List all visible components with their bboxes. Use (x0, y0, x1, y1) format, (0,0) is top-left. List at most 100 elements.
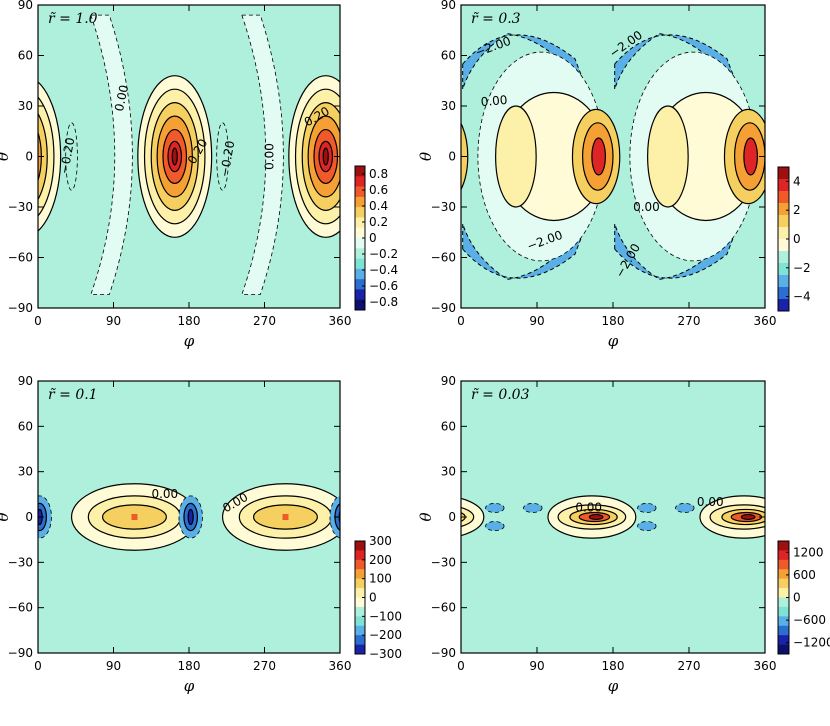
x-tick-label: 180 (602, 659, 625, 673)
colorbar-band (355, 588, 365, 598)
colorbar-band (778, 299, 789, 312)
colorbar: 0.8 0.6 0.4 0.2 0 −0.2 −0.4 −0.6 −0.8 (354, 165, 398, 311)
colorbar-band (355, 616, 365, 627)
lobe-peak-1 (282, 514, 289, 520)
left-core-1 (647, 105, 689, 208)
colorbar-band (355, 238, 365, 249)
colorbar-band (355, 248, 365, 259)
x-tick-label: 0 (457, 314, 465, 328)
colorbar-band (355, 217, 365, 229)
y-tick-label: 60 (441, 49, 456, 63)
colorbar-band (778, 625, 789, 636)
colorbar: 300 200 100 0 −100 −200 −300 (354, 534, 402, 661)
x-tick-label: 360 (329, 659, 352, 673)
colorbar-band (778, 569, 789, 579)
y-tick-label: 0 (25, 150, 33, 164)
colorbar-band (778, 644, 789, 655)
x-tick-label: 270 (253, 659, 276, 673)
x-axis-label: φ (608, 677, 619, 695)
colorbar-tick-label: −0.2 (369, 247, 398, 261)
colorbar-band (778, 251, 789, 264)
neg-blob-2 (637, 502, 657, 513)
colorbar-tick-label: 300 (369, 534, 392, 548)
x-tick-label: 180 (178, 659, 201, 673)
colorbar-tick-label: −4 (793, 290, 811, 304)
colorbar-tick-label: −2 (793, 261, 811, 275)
panel-title: r̃ = 0.03 (471, 387, 530, 403)
panel-title: r̃ = 0.1 (48, 387, 98, 403)
colorbar-band (778, 287, 789, 300)
colorbar-band (778, 588, 789, 598)
red-core-0 (591, 137, 607, 176)
neg-contour-0 (65, 122, 78, 191)
x-tick-label: 360 (754, 314, 777, 328)
pale-band-0 (90, 14, 133, 295)
panel-r003: 0.00 0.00 0 90 180 270 360 90 60 30 0 −30 −60 −90 φ θ r̃… (417, 374, 830, 695)
colorbar-band (355, 268, 365, 280)
contour-label: −0.20 (217, 140, 237, 179)
colorbar-band (778, 239, 789, 252)
neg-blob-1 (485, 521, 505, 531)
y-tick-label: 30 (441, 99, 456, 113)
lobe-peak-1 (740, 513, 756, 521)
colorbar-tick-label: 0.6 (369, 183, 388, 197)
contour-label: 0.00 (263, 143, 277, 170)
y-tick-label: −30 (8, 200, 33, 214)
colorbar-tick-label: 0 (793, 232, 801, 246)
colorbar-tick-label: 2 (793, 203, 801, 217)
colorbar-band (778, 215, 789, 228)
y-tick-label: 90 (441, 0, 456, 12)
neg-blob-4 (523, 502, 543, 513)
x-axis-label: φ (184, 332, 195, 350)
colorbar-tick-label: 0.2 (369, 215, 388, 229)
lobe-peak-0 (131, 514, 138, 520)
y-axis-label: θ (417, 512, 435, 521)
colorbar-tick-label: −0.6 (369, 279, 398, 293)
colorbar-band (355, 166, 365, 177)
y-axis-label: θ (0, 512, 12, 521)
colorbar-band (355, 258, 365, 270)
x-tick-label: 180 (602, 314, 625, 328)
colorbar-band (778, 606, 789, 617)
y-tick-label: 0 (25, 510, 33, 524)
panel-r1: 0.00−0.20 0.20 −0.20 0.000.200 90 180 270 36090… (0, 0, 398, 350)
colorbar-tick-label: 0 (369, 231, 377, 245)
colorbar-band (355, 289, 365, 301)
y-tick-label: −30 (8, 555, 33, 569)
y-tick-label: −60 (431, 601, 456, 615)
red-core-1 (743, 137, 759, 176)
y-tick-label: 90 (18, 0, 33, 12)
colorbar: 1200 600 0 −600 −1200 (777, 540, 830, 655)
colorbar-band (355, 644, 365, 655)
plot-area (461, 5, 765, 308)
y-tick-label: 30 (18, 465, 33, 479)
x-tick-label: 360 (329, 314, 352, 328)
y-axis-label: θ (0, 152, 12, 161)
orange-core-2 (461, 147, 462, 166)
colorbar-band (778, 559, 789, 570)
colorbar-tick-label: −100 (369, 609, 402, 623)
y-tick-label: −60 (8, 251, 33, 265)
colorbar-tick-label: −0.4 (369, 263, 398, 277)
colorbar-tick-label: −300 (369, 647, 402, 661)
y-tick-label: 90 (18, 374, 33, 388)
neg-blob-3 (637, 521, 657, 531)
colorbar-band (355, 606, 365, 617)
colorbar-tick-label: 0.8 (369, 167, 388, 181)
colorbar-band (778, 203, 789, 216)
colorbar-tick-label: 4 (793, 174, 801, 188)
x-tick-label: 90 (106, 659, 121, 673)
plot-area (38, 381, 340, 653)
y-tick-label: 60 (18, 419, 33, 433)
colorbar-band (778, 578, 789, 589)
colorbar-band (778, 541, 789, 551)
y-tick-label: −90 (431, 301, 456, 315)
contour-label: 0.00 (575, 501, 602, 515)
contour-label: 0.00 (633, 200, 660, 214)
colorbar-tick-label: 600 (793, 568, 816, 582)
y-tick-label: 60 (441, 419, 456, 433)
colorbar-tick-label: 0 (369, 591, 377, 605)
colorbar-band (778, 179, 789, 192)
lobe-1-6 (322, 147, 329, 166)
